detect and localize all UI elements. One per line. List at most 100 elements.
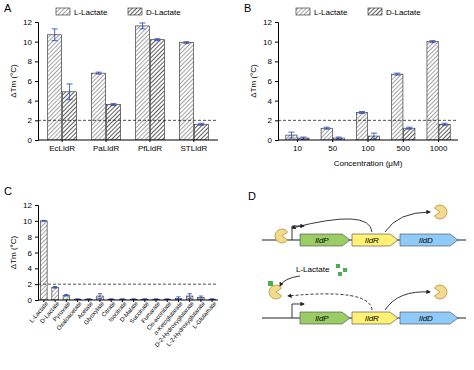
bar	[392, 74, 403, 140]
y-tick-label: 2	[28, 280, 33, 289]
lldr-protein	[434, 205, 447, 219]
legend-label: D-Lactate	[146, 8, 181, 17]
y-tick: 2	[28, 116, 38, 125]
legend-swatch	[368, 8, 382, 15]
y-tick: 12	[23, 201, 38, 210]
plot-area	[38, 23, 218, 140]
y-tick-label: 0	[268, 136, 273, 145]
y-tick-label: 2	[268, 116, 273, 125]
bar	[404, 128, 415, 140]
y-tick: 4	[268, 97, 278, 106]
error-bar	[394, 73, 400, 75]
error-bar	[288, 132, 294, 138]
x-tick-mark	[106, 140, 107, 142]
panel: 024681012L-LactateD-LactatePyruvateOxalo…	[4, 185, 218, 348]
panel: 024681012EcLldRPaLldRPfLldRSTLldRAΔTm (°…	[4, 2, 218, 153]
y-tick: 6	[28, 77, 38, 86]
y-axis: 024681012	[23, 201, 38, 305]
x-tick: PaLldR	[93, 140, 119, 153]
y-tick-mark	[35, 22, 38, 23]
plot-area	[278, 41, 458, 140]
y-tick-mark	[35, 101, 38, 102]
y-tick-mark	[35, 268, 38, 269]
arrow	[288, 294, 372, 310]
y-axis-line	[275, 23, 279, 141]
x-tick-label: 100	[361, 144, 375, 153]
y-tick: 10	[23, 38, 38, 47]
bar	[194, 124, 208, 140]
bar	[106, 105, 120, 140]
ligand	[338, 272, 342, 276]
y-tick-mark	[275, 81, 278, 82]
error-bar	[98, 294, 102, 299]
y-tick-mark	[35, 300, 38, 301]
x-tick-mark	[332, 140, 333, 142]
y-tick: 10	[263, 38, 278, 47]
x-axis: 10501005001000	[278, 140, 458, 153]
error-bar	[52, 29, 58, 41]
gene	[400, 234, 458, 246]
y-tick-mark	[275, 42, 278, 43]
ligand	[336, 264, 340, 268]
y-tick-mark	[35, 205, 38, 206]
y-tick: 6	[268, 77, 278, 86]
panel-label: C	[4, 185, 12, 197]
error-bar	[183, 42, 189, 44]
ligand	[343, 268, 347, 272]
y-tick-label: 6	[28, 249, 33, 258]
x-tick: 50	[328, 140, 337, 153]
x-tick: STLldR	[181, 140, 208, 153]
error-bar	[371, 133, 377, 139]
y-tick-label: 2	[28, 116, 33, 125]
legend: L-LactateD-Lactate	[296, 8, 421, 17]
y-tick-label: 0	[28, 296, 33, 305]
y-tick: 6	[28, 249, 38, 258]
x-tick-label: STLldR	[181, 144, 208, 153]
arrow	[292, 226, 304, 240]
error-bar	[359, 111, 365, 113]
x-tick: 1000	[430, 140, 448, 153]
x-tick-mark	[62, 140, 63, 142]
bar	[356, 112, 367, 140]
x-tick-label: PaLldR	[93, 144, 119, 153]
error-bar	[96, 72, 102, 74]
gene-label: lldR	[365, 236, 379, 245]
legend-label: L-Lactate	[314, 8, 348, 17]
y-tick-mark	[275, 101, 278, 102]
y-tick-label: 8	[28, 57, 33, 66]
gene-label: lldP	[315, 314, 329, 323]
y-tick-mark	[35, 253, 38, 254]
gene-label: lldP	[315, 236, 329, 245]
y-tick-label: 6	[268, 77, 273, 86]
bar	[321, 128, 332, 140]
x-tick-mark	[438, 140, 439, 142]
ligand	[268, 281, 273, 286]
y-tick-mark	[275, 120, 278, 121]
y-axis: 024681012	[263, 18, 278, 145]
y-axis-title: ΔTm (°C)	[9, 64, 18, 98]
panel: 02468101210501005001000BΔTm (°C)Concentr…	[244, 2, 458, 168]
y-tick: 4	[28, 97, 38, 106]
error-bar	[111, 104, 117, 106]
y-tick: 10	[23, 217, 38, 226]
error-bar	[67, 84, 73, 100]
x-tick-mark	[368, 140, 369, 142]
y-tick-label: 6	[28, 77, 33, 86]
y-tick-label: 10	[263, 38, 272, 47]
y-tick: 8	[268, 57, 278, 66]
ligand-label: L-Lactate	[296, 265, 330, 274]
arrow	[385, 292, 430, 310]
y-axis-line	[35, 23, 39, 141]
x-tick: 500	[397, 140, 411, 153]
y-tick: 4	[28, 264, 38, 273]
gene	[300, 234, 350, 246]
y-axis-title: ΔTm (°C)	[9, 235, 18, 269]
x-tick-mark	[193, 140, 194, 142]
lldr-protein	[269, 285, 282, 299]
legend-label: L-Lactate	[74, 8, 108, 17]
bar	[439, 124, 450, 140]
y-tick-label: 4	[28, 264, 33, 273]
y-tick-mark	[35, 81, 38, 82]
bar	[48, 35, 62, 140]
error-bar	[198, 123, 204, 125]
